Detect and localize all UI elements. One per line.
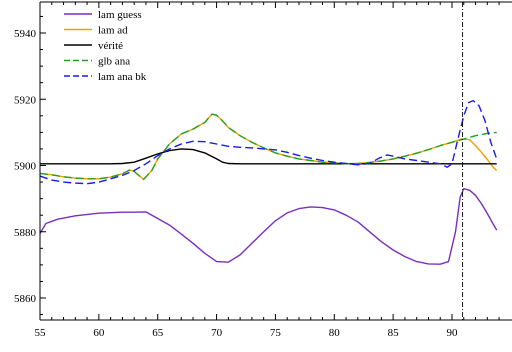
x-tick-label: 65 (152, 327, 164, 339)
series-layer (40, 99, 498, 265)
legend-label-lam-ana-bk: lam ana bk (98, 71, 147, 83)
series-line-lam-guess (40, 188, 498, 265)
series-line-glb-ana (40, 113, 497, 181)
legend-label-glb-ana: glb ana (98, 56, 130, 68)
axes: 55 60 65 70 75 80 85 90 5860 5880 5900 5920 5940 (14, 1, 512, 339)
y-tick-label: 5920 (14, 94, 37, 106)
x-tick-label: 85 (388, 327, 400, 339)
y-tick-label: 5900 (14, 161, 37, 173)
y-tick-label: 5880 (14, 227, 37, 239)
x-tick-label: 55 (35, 327, 47, 339)
legend-label-lam-ad: lam ad (98, 25, 128, 37)
x-tick-label: 70 (211, 327, 223, 339)
x-tick-label: 90 (447, 327, 459, 339)
x-tick-label: 60 (93, 327, 105, 339)
legend: lam guess lam ad vérité glb ana lam ana bk (64, 9, 147, 83)
y-tick-label: 5940 (14, 28, 37, 40)
series-line-lam-ana-bk (40, 99, 498, 185)
x-tick-label: 75 (270, 327, 282, 339)
legend-label-lam-guess: lam guess (98, 9, 142, 21)
y-tick-label: 5860 (14, 293, 37, 305)
legend-label-v-rit: vérité (98, 40, 123, 52)
x-tick-label: 80 (329, 327, 341, 339)
series-line-v-rit (40, 148, 497, 165)
